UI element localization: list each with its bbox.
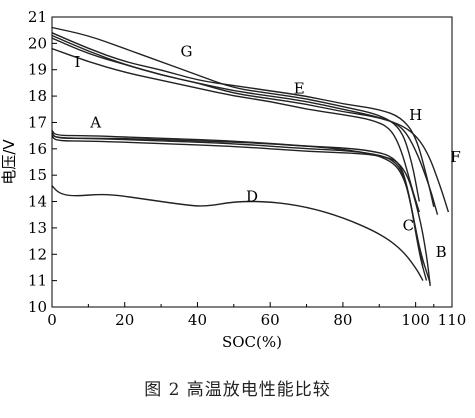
curve-b: [51, 135, 431, 286]
x-tick-label: 40: [188, 311, 207, 329]
curve-label-a: A: [89, 114, 101, 132]
curve-label-b: B: [436, 243, 447, 261]
x-tick-label: 110: [438, 311, 467, 329]
curve-label-c: C: [403, 217, 414, 235]
curves: [51, 26, 450, 286]
x-axis-title: SOC(%): [222, 333, 282, 351]
curve-h: [51, 32, 435, 207]
y-tick-label: 10: [28, 298, 47, 316]
curve-g: [51, 26, 420, 202]
curve-c: [51, 132, 424, 268]
y-tick-label: 12: [28, 245, 47, 263]
curve-a: [51, 130, 428, 281]
y-tick-label: 15: [28, 166, 47, 184]
plot-frame: [51, 16, 453, 308]
y-tick-label: 13: [28, 219, 47, 237]
curve-label-i: I: [74, 53, 80, 71]
y-tick-label: 17: [28, 113, 47, 131]
y-tick-label: 19: [28, 61, 47, 79]
curve-f: [51, 37, 450, 213]
y-tick-label: 16: [28, 140, 47, 158]
y-tick-label: 18: [28, 87, 47, 105]
x-tick-label: 0: [47, 311, 57, 329]
curve-label-e: E: [294, 79, 305, 97]
curve-label-f: F: [450, 148, 460, 166]
y-tick-label: 11: [28, 272, 47, 290]
curve-label-d: D: [246, 188, 258, 206]
curve-label-g: G: [181, 43, 193, 61]
y-axis-title: 电压/V: [0, 139, 18, 185]
curve-d: [51, 185, 424, 281]
curve-i: [51, 47, 420, 213]
curve-e: [51, 34, 439, 215]
y-tick-label: 21: [28, 8, 47, 26]
x-tick-label: 80: [333, 311, 352, 329]
y-tick-label: 14: [28, 193, 47, 211]
x-tick-label: 20: [115, 311, 134, 329]
axis-ticks: 0 20 40 60 80 100 110 10 11 12 13 14 15 16 17 18 19 20 21: [28, 8, 466, 329]
x-tick-label: 60: [261, 311, 280, 329]
x-tick-label: 100: [401, 311, 430, 329]
y-tick-label: 20: [28, 34, 47, 52]
figure-caption: 图 2 高温放电性能比较: [144, 380, 331, 400]
curve-labels: A B C D E F G H I: [74, 43, 460, 261]
curve-label-h: H: [409, 106, 422, 124]
